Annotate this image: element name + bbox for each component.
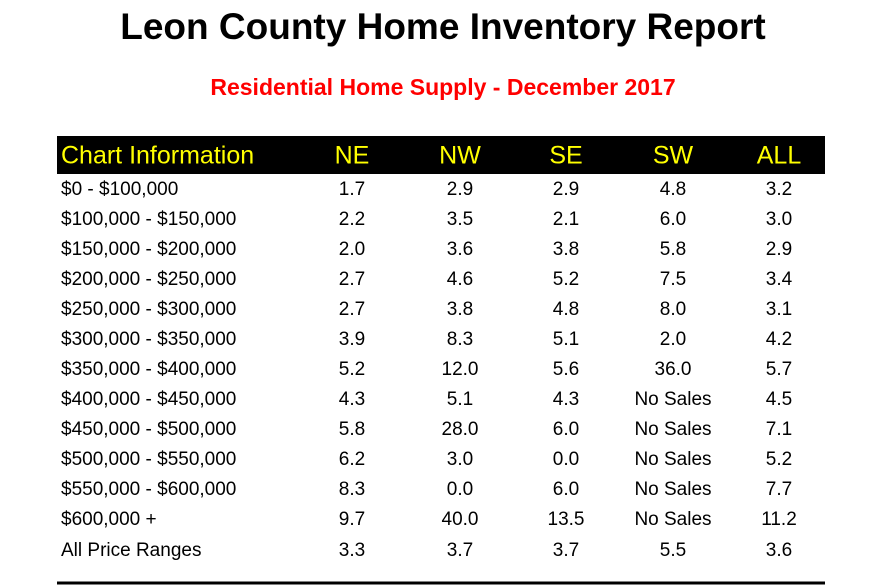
column-header: Chart Information [61, 142, 254, 170]
cell: 13.5 [548, 509, 585, 530]
cell: 3.1 [766, 299, 792, 320]
cell: 4.3 [553, 389, 579, 410]
cell: 11.2 [761, 509, 797, 530]
cell: 8.0 [660, 299, 686, 320]
cell: 3.2 [766, 179, 792, 200]
cell: 3.5 [447, 209, 473, 230]
row-label: $0 - $100,000 [61, 179, 178, 200]
cell: 4.8 [553, 299, 579, 320]
cell: 5.6 [553, 359, 579, 380]
cell: 4.8 [660, 179, 686, 200]
cell: 3.7 [447, 540, 473, 561]
cell: No Sales [634, 449, 711, 470]
cell: 0.0 [447, 479, 473, 500]
cell: 2.9 [553, 179, 579, 200]
cell: 2.9 [766, 239, 792, 260]
cell: 3.6 [447, 239, 473, 260]
header-bar [57, 136, 825, 174]
cell: 5.7 [766, 359, 792, 380]
row-label: $150,000 - $200,000 [61, 239, 236, 260]
cell: 4.6 [447, 269, 473, 290]
row-label: $600,000 + [61, 509, 157, 530]
row-label: $550,000 - $600,000 [61, 479, 236, 500]
cell: 8.3 [447, 329, 473, 350]
cell: 5.1 [553, 329, 579, 350]
cell: 40.0 [442, 509, 479, 530]
row-label: $400,000 - $450,000 [61, 389, 236, 410]
cell: 5.8 [660, 239, 686, 260]
cell: 5.8 [339, 419, 365, 440]
row-label: $200,000 - $250,000 [61, 269, 236, 290]
cell: 2.9 [447, 179, 473, 200]
cell: 7.5 [660, 269, 686, 290]
row-label: $100,000 - $150,000 [61, 209, 236, 230]
cell: 4.3 [339, 389, 365, 410]
cell: No Sales [634, 419, 711, 440]
cell: 3.3 [339, 540, 365, 561]
cell: 7.7 [766, 479, 792, 500]
cell: 3.0 [447, 449, 473, 470]
cell: 5.2 [339, 359, 365, 380]
cell: 2.2 [339, 209, 365, 230]
column-header: NW [439, 142, 481, 170]
cell: 12.0 [442, 359, 479, 380]
cell: 6.2 [339, 449, 365, 470]
title: Leon County Home Inventory Report [120, 6, 765, 47]
cell: 1.7 [339, 179, 365, 200]
column-header: NE [335, 142, 370, 170]
column-header: SW [653, 142, 694, 170]
subtitle: Residential Home Supply - December 2017 [210, 74, 675, 100]
cell: 5.5 [660, 540, 686, 561]
cell: 0.0 [553, 449, 579, 470]
row-label: $350,000 - $400,000 [61, 359, 236, 380]
cell: 28.0 [442, 419, 479, 440]
cell: 6.0 [660, 209, 686, 230]
row-label: $450,000 - $500,000 [61, 419, 236, 440]
cell: 3.8 [447, 299, 473, 320]
cell: No Sales [634, 389, 711, 410]
cell: 3.6 [766, 540, 792, 561]
row-label: $500,000 - $550,000 [61, 449, 236, 470]
cell: 3.7 [553, 540, 579, 561]
cell: 7.1 [766, 419, 792, 440]
cell: 2.1 [553, 209, 579, 230]
cell: 2.7 [339, 299, 365, 320]
cell: 3.9 [339, 329, 365, 350]
cell: 9.7 [339, 509, 365, 530]
cell: 6.0 [553, 479, 579, 500]
cell: 3.0 [766, 209, 792, 230]
cell: 4.5 [766, 389, 792, 410]
cell: 36.0 [655, 359, 692, 380]
cell: 2.7 [339, 269, 365, 290]
cell: No Sales [634, 509, 711, 530]
cell: 2.0 [339, 239, 365, 260]
column-header: SE [549, 142, 582, 170]
row-label: All Price Ranges [61, 540, 201, 561]
cell: 2.0 [660, 329, 686, 350]
cell: 5.2 [553, 269, 579, 290]
cell: 5.1 [447, 389, 473, 410]
row-label: $250,000 - $300,000 [61, 299, 236, 320]
column-header: ALL [757, 142, 802, 170]
cell: 3.4 [766, 269, 793, 290]
cell: 8.3 [339, 479, 365, 500]
cell: No Sales [634, 479, 711, 500]
cell: 5.2 [766, 449, 792, 470]
cell: 6.0 [553, 419, 579, 440]
cell: 4.2 [766, 329, 792, 350]
row-label: $300,000 - $350,000 [61, 329, 236, 350]
cell: 3.8 [553, 239, 579, 260]
